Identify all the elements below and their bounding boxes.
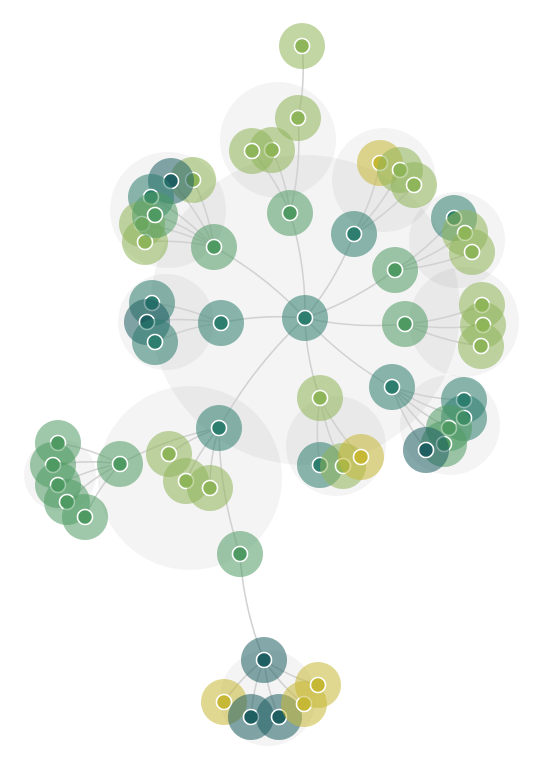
graph-node[interactable] <box>62 494 108 540</box>
node-core <box>255 651 273 669</box>
graph-node[interactable] <box>391 162 437 208</box>
graph-node[interactable] <box>297 375 343 421</box>
node-core <box>352 448 370 466</box>
node-core <box>201 479 219 497</box>
node-core <box>383 378 401 396</box>
graph-node[interactable] <box>331 211 377 257</box>
graph-node[interactable] <box>191 224 237 270</box>
node-core <box>146 333 164 351</box>
graph-node[interactable] <box>229 128 275 174</box>
node-core <box>289 109 307 127</box>
graph-node[interactable] <box>458 323 504 369</box>
node-core <box>345 225 363 243</box>
node-core <box>417 441 435 459</box>
graph-node[interactable] <box>217 531 263 577</box>
graph-node[interactable] <box>198 300 244 346</box>
node-core <box>405 176 423 194</box>
graph-node[interactable] <box>132 192 178 238</box>
graph-node[interactable] <box>295 662 341 708</box>
graph-node[interactable] <box>97 441 143 487</box>
node-core <box>111 455 129 473</box>
node-core <box>472 337 490 355</box>
node-core <box>386 261 404 279</box>
graph-node[interactable] <box>275 95 321 141</box>
graph-node[interactable] <box>187 465 233 511</box>
node-core <box>281 204 299 222</box>
graph-node[interactable] <box>282 295 328 341</box>
graph-nodes <box>30 23 506 740</box>
graph-node[interactable] <box>267 190 313 236</box>
node-core <box>160 445 178 463</box>
node-core <box>76 508 94 526</box>
node-core <box>309 676 327 694</box>
node-core <box>311 389 329 407</box>
graph-node[interactable] <box>196 405 242 451</box>
node-core <box>210 419 228 437</box>
node-core <box>231 545 249 563</box>
node-core <box>215 693 233 711</box>
node-core <box>293 37 311 55</box>
graph-node[interactable] <box>338 434 384 480</box>
node-core <box>205 238 223 256</box>
node-core <box>146 206 164 224</box>
graph-node[interactable] <box>403 427 449 473</box>
node-core <box>212 314 230 332</box>
graph-node[interactable] <box>241 637 287 683</box>
graph-node[interactable] <box>132 319 178 365</box>
node-core <box>243 142 261 160</box>
node-core <box>396 315 414 333</box>
node-core <box>296 309 314 327</box>
graph-node[interactable] <box>369 364 415 410</box>
graph-node[interactable] <box>279 23 325 69</box>
graph-node[interactable] <box>372 247 418 293</box>
node-core <box>463 243 481 261</box>
graph-node[interactable] <box>449 229 495 275</box>
graph-node[interactable] <box>382 301 428 347</box>
